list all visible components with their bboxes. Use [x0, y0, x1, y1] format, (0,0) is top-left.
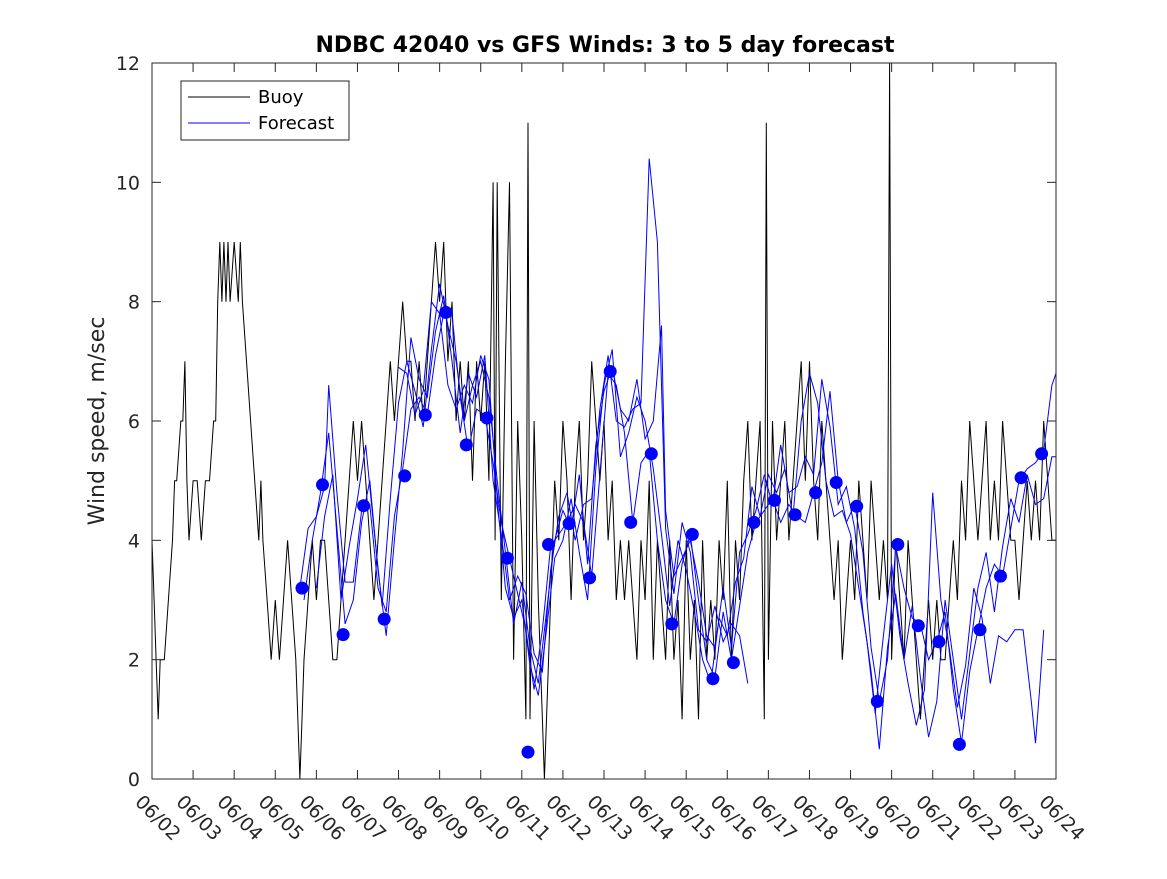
- forecast-point: [706, 672, 720, 686]
- forecast-point: [747, 515, 761, 529]
- forecast-point: [768, 493, 781, 507]
- y-tick-label: 0: [128, 769, 140, 791]
- forecast-point: [911, 619, 925, 633]
- buoy-series-line: [152, 63, 1056, 779]
- forecast-point: [500, 551, 514, 565]
- forecast-point: [665, 617, 679, 631]
- forecast-point: [480, 411, 494, 425]
- forecast-point: [459, 438, 473, 452]
- forecast-point: [583, 571, 597, 585]
- legend-box: [180, 80, 350, 141]
- forecast-point: [891, 538, 905, 551]
- forecast-point: [952, 737, 966, 751]
- forecast-series-line-4: [398, 300, 1045, 744]
- y-tick-label: 12: [116, 53, 140, 75]
- forecast-point: [726, 656, 740, 670]
- y-tick-label: 4: [128, 530, 140, 552]
- forecast-point: [295, 581, 309, 595]
- forecast-point: [994, 569, 1007, 583]
- forecast-point: [685, 527, 699, 541]
- forecast-series-line-3: [315, 283, 1056, 750]
- forecast-point: [562, 517, 576, 531]
- legend-label-forecast: Forecast: [258, 113, 334, 134]
- forecast-point: [439, 305, 453, 319]
- y-tick-label: 2: [128, 650, 140, 672]
- forecast-point: [603, 365, 617, 378]
- forecast-point: [377, 612, 391, 626]
- forecast-point: [418, 408, 432, 422]
- forecast-point: [542, 538, 555, 551]
- forecast-point: [932, 635, 946, 649]
- forecast-series-line-1: [299, 313, 1056, 744]
- forecast-point: [829, 476, 843, 489]
- forecast-point: [398, 469, 412, 483]
- legend: Buoy Forecast: [180, 80, 350, 141]
- legend-label-buoy: Buoy: [258, 87, 304, 108]
- forecast-point: [1014, 471, 1028, 485]
- y-tick-label: 8: [128, 292, 140, 314]
- chart-title: NDBC 42040 vs GFS Winds: 3 to 5 day fore…: [316, 33, 895, 58]
- y-tick-label: 6: [128, 411, 140, 433]
- forecast-point: [870, 694, 884, 708]
- y-tick-label: 10: [116, 172, 140, 194]
- forecast-point: [809, 486, 823, 500]
- forecast-point: [357, 499, 371, 513]
- forecast-point: [644, 447, 658, 461]
- forecast-point: [973, 623, 987, 637]
- forecast-point: [316, 478, 329, 492]
- forecast-point: [336, 628, 350, 642]
- forecast-point: [788, 508, 802, 522]
- forecast-point: [624, 515, 638, 529]
- y-axis-title: Wind speed, m/sec: [85, 317, 110, 526]
- forecast-point: [521, 745, 535, 759]
- forecast-point: [850, 499, 864, 513]
- plot-content: [152, 63, 1056, 779]
- forecast-point: [1035, 447, 1049, 461]
